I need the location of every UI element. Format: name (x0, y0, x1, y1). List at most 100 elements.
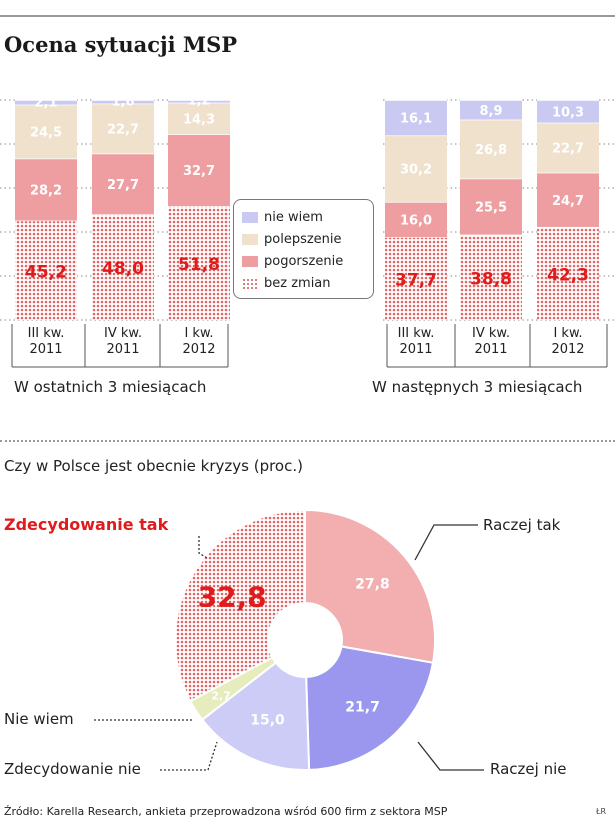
pie-title: Czy w Polsce jest obecnie kryzys (proc.) (4, 457, 303, 475)
data-label: 16,1 (400, 112, 432, 127)
bar-segment-bez-zmian (460, 234, 522, 320)
pie-value-label: 21,7 (345, 700, 380, 716)
legend-label-polepszenie: polepszenie (264, 231, 342, 247)
data-label: 25,5 (475, 201, 507, 216)
bar-segment-pogorszenie (537, 172, 599, 227)
pie-value-label: 15,0 (250, 713, 285, 729)
bar-segment-bez-zmian (385, 237, 447, 320)
data-label: 51,8 (178, 255, 220, 275)
category-tick-label: 2012 (551, 342, 584, 357)
bar-segment-nie-wiem (92, 100, 154, 104)
pie-slice-raczej-nie (305, 645, 435, 771)
bar-segment-nie-wiem (385, 100, 447, 136)
category-tick-label: I kw. (184, 326, 213, 341)
credit: ŁR (596, 807, 607, 816)
data-label: 10,3 (552, 105, 584, 120)
donut-chart: 27,8 21,7 15,0 2,7 32,8 (94, 508, 484, 771)
bar-segment-pogorszenie (460, 178, 522, 235)
category-tick-label: III kw. (28, 326, 65, 341)
bar-segment-bez-zmian (168, 206, 230, 320)
bar-segment-bez-zmian (92, 214, 154, 320)
legend-item-pogorszenie: pogorszenie (242, 250, 373, 272)
bar-segment-nie-wiem (460, 100, 522, 120)
bar-segment-nie-wiem (15, 100, 77, 105)
pie-value-label: 2,7 (211, 689, 231, 702)
pie-label-zdecydowanie-tak: Zdecydowanie tak (4, 515, 169, 534)
bar-segment-nie-wiem (168, 100, 230, 103)
data-label: 8,9 (479, 104, 502, 119)
bar-segment-polepszenie (537, 122, 599, 173)
category-tick-label: 2011 (29, 342, 62, 357)
category-tick-label: I kw. (553, 326, 582, 341)
leader-line (160, 741, 218, 771)
bar-segment-polepszenie (385, 135, 447, 202)
bar-segment-polepszenie (15, 104, 77, 159)
bar-segment-polepszenie (460, 119, 522, 179)
data-label: 32,7 (183, 164, 215, 179)
leader-line (414, 524, 478, 561)
legend-label-pogorszenie: pogorszenie (264, 253, 344, 269)
bar-segment-polepszenie (92, 103, 154, 154)
pie-label-raczej-nie: Raczej nie (490, 760, 567, 778)
pie-slice-raczej-tak (304, 508, 436, 664)
data-label: 45,2 (25, 262, 67, 282)
bar-segment-nie-wiem (537, 100, 599, 123)
data-label: 1,6 (111, 95, 134, 110)
data-label: 24,5 (30, 126, 62, 141)
legend-label-bez-zmian: bez zmian (264, 275, 331, 291)
legend: nie wiem polepszenie pogorszenie bez zmi… (233, 199, 374, 299)
data-label: 22,7 (552, 142, 584, 157)
pie-label-zdecydowanie-nie: Zdecydowanie nie (4, 760, 141, 778)
pie-slice-zdecydowanie-tak (174, 508, 306, 703)
section-divider (0, 440, 615, 442)
leader-line (198, 536, 208, 559)
category-tick-label: 2011 (399, 342, 432, 357)
category-tick-label: IV kw. (472, 326, 510, 341)
pie-label-raczej-tak: Raczej tak (483, 516, 561, 534)
pie-value-label: 32,8 (198, 580, 267, 613)
leader-line (417, 741, 484, 771)
category-tick-label: 2011 (474, 342, 507, 357)
data-label: 1,2 (187, 94, 210, 109)
bar-segment-bez-zmian (537, 226, 599, 320)
category-tick-label: III kw. (398, 326, 435, 341)
legend-swatch-pogorszenie (242, 255, 258, 267)
legend-label-nie-wiem: nie wiem (264, 209, 323, 225)
data-label: 2,1 (34, 96, 57, 111)
pie-slice-zdecydowanie-nie (200, 661, 311, 771)
bar-segment-polepszenie (168, 102, 230, 135)
data-label: 14,3 (183, 112, 215, 127)
category-tick-label: IV kw. (104, 326, 142, 341)
data-label: 28,2 (30, 184, 62, 199)
data-label: 38,8 (470, 269, 512, 289)
legend-swatch-nie-wiem (242, 211, 258, 223)
pie-value-label: 27,8 (355, 576, 390, 592)
data-label: 16,0 (400, 213, 432, 228)
data-label: 27,7 (107, 178, 139, 193)
stacked-bar-chart: 45,2 28,2 24,5 2,1 48,0 27,7 22,7 1,6 51,8 32,7 14… (0, 94, 615, 368)
data-label: 26,8 (475, 143, 507, 158)
bar-segment-bez-zmian (15, 220, 77, 320)
data-label: 22,7 (107, 122, 139, 137)
data-label: 48,0 (102, 259, 144, 279)
bar-segment-pogorszenie (168, 134, 230, 207)
data-label: 42,3 (547, 265, 589, 285)
group-label-next-3-months: W następnych 3 miesiącach (372, 378, 583, 396)
legend-item-bez-zmian: bez zmian (242, 272, 373, 294)
legend-swatch-polepszenie (242, 233, 258, 245)
category-tick-label: 2011 (106, 342, 139, 357)
legend-item-polepszenie: polepszenie (242, 228, 373, 250)
source-note: Źródło: Karella Research, ankieta przepr… (4, 805, 448, 818)
pie-label-nie-wiem: Nie wiem (4, 710, 74, 728)
legend-item-nie-wiem: nie wiem (242, 206, 373, 228)
bar-segment-pogorszenie (92, 153, 154, 215)
bar-segment-pogorszenie (15, 158, 77, 221)
category-tick-label: 2012 (182, 342, 215, 357)
group-label-last-3-months: W ostatnich 3 miesiącach (14, 378, 207, 396)
top-rule (0, 15, 615, 17)
chart-title: Ocena sytuacji MSP (4, 32, 238, 57)
data-label: 37,7 (395, 271, 437, 291)
data-label: 30,2 (400, 163, 432, 178)
bar-segment-pogorszenie (385, 201, 447, 238)
data-label: 24,7 (552, 194, 584, 209)
